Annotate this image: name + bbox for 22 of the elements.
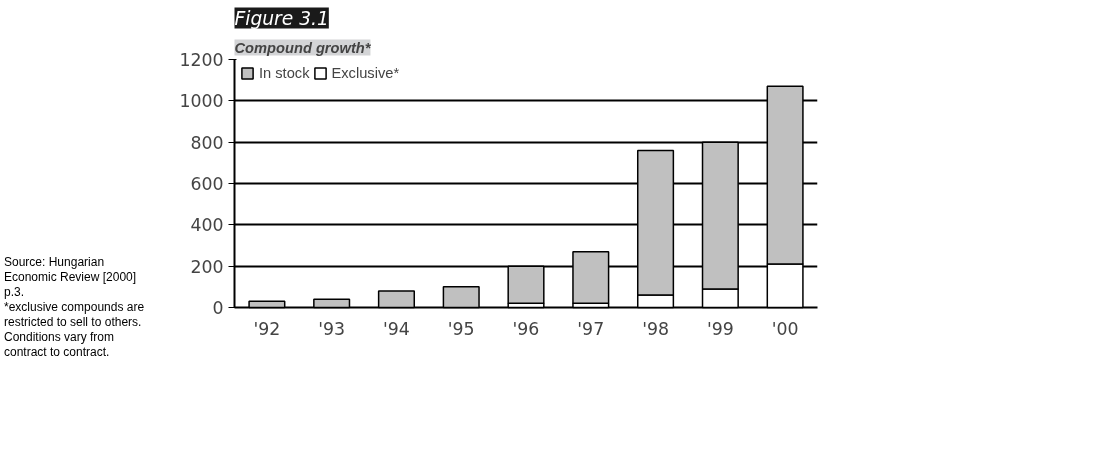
x-tick-label: '98	[642, 318, 669, 339]
y-tick-label: 0	[212, 298, 224, 318]
y-tick-label: 400	[190, 215, 224, 236]
y-tick-label: 1000	[179, 91, 224, 112]
text: *exclusive compounds are restricted to sell to others. Conditions vary from contract to contract.	[4, 300, 145, 359]
x-tick-label: '96	[512, 318, 540, 339]
legend-label: Exclusive*	[331, 65, 400, 81]
y-tick-label: 1200	[179, 50, 224, 70]
y-tick-label: 800	[190, 132, 224, 153]
source-note: Source: Hungarian Economic Review [2000] p.3.	[4, 255, 137, 299]
y-tick-label: 600	[190, 174, 224, 194]
x-tick-label: '94	[383, 318, 410, 339]
y-tick-label: 200	[190, 256, 224, 277]
x-tick-label: '92	[253, 318, 281, 339]
chart-title: Figure 3.1	[234, 7, 329, 29]
legend-label: In stock	[259, 65, 310, 81]
x-tick-label: '97	[577, 318, 605, 339]
x-tick-label: '95	[447, 318, 475, 339]
chart-subtitle: Compound growth*	[234, 39, 372, 56]
x-tick-label: '93	[318, 318, 346, 339]
x-tick-label: '00	[771, 318, 799, 339]
x-tick-label: '99	[706, 318, 734, 339]
